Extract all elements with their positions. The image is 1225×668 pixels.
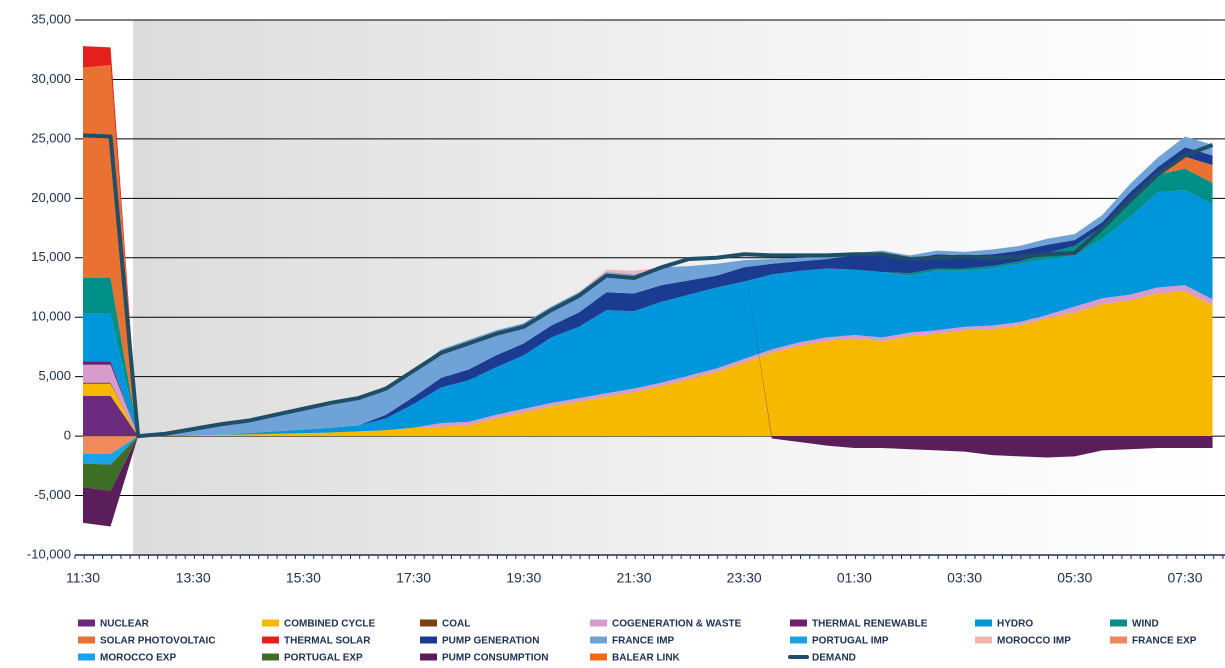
- legend-swatch: [975, 619, 992, 627]
- legend-swatch: [262, 653, 279, 661]
- legend-item: THERMAL RENEWABLE: [790, 619, 928, 630]
- legend-item: MOROCCO IMP: [975, 636, 1071, 647]
- y-tick-label: 15,000: [31, 249, 71, 264]
- legend-label: FRANCE IMP: [612, 636, 675, 647]
- legend-item: PUMP CONSUMPTION: [420, 653, 549, 664]
- legend-swatch: [1110, 636, 1127, 644]
- legend-item: PUMP GENERATION: [420, 636, 539, 647]
- area: [83, 190, 1213, 437]
- area: [83, 291, 1213, 437]
- y-tick-label: -10,000: [27, 546, 71, 561]
- x-tick-label: 23:30: [727, 570, 762, 586]
- y-tick-label: 0: [64, 428, 71, 443]
- y-tick-label: 5,000: [38, 368, 71, 383]
- y-tick-label: 25,000: [31, 130, 71, 145]
- legend-item: NUCLEAR: [78, 619, 150, 630]
- x-tick-label: 17:30: [396, 570, 431, 586]
- x-tick-label: 01:30: [837, 570, 872, 586]
- legend-item: MOROCCO EXP: [78, 653, 176, 664]
- legend-label: HYDRO: [997, 619, 1033, 630]
- legend-label: SOLAR PHOTOVOLTAIC: [100, 636, 216, 647]
- legend-label: PUMP CONSUMPTION: [442, 653, 549, 664]
- x-tick-label: 07:30: [1167, 570, 1202, 586]
- legend-label: THERMAL SOLAR: [284, 636, 371, 647]
- legend-item: PORTUGAL IMP: [790, 636, 889, 647]
- x-tick-label: 05:30: [1057, 570, 1092, 586]
- x-tick-label: 15:30: [286, 570, 321, 586]
- legend-item: FRANCE EXP: [1110, 636, 1197, 647]
- legend-label: COAL: [442, 619, 470, 630]
- legend-swatch: [590, 636, 607, 644]
- y-tick-label: 20,000: [31, 190, 71, 205]
- legend-item: COMBINED CYCLE: [262, 619, 375, 630]
- x-tick-label: 13:30: [176, 570, 211, 586]
- legend-swatch: [78, 619, 95, 627]
- legend-swatch: [590, 619, 607, 627]
- legend-label: MOROCCO IMP: [997, 636, 1071, 647]
- legend-label: WIND: [1132, 619, 1159, 630]
- legend-item: PORTUGAL EXP: [262, 653, 363, 664]
- legend-item: THERMAL SOLAR: [262, 636, 371, 647]
- legend-item: DEMAND: [788, 653, 856, 664]
- x-tick-label: 21:30: [616, 570, 651, 586]
- legend-label: COMBINED CYCLE: [284, 619, 375, 630]
- legend-item: FRANCE IMP: [590, 636, 675, 647]
- legend-label: MOROCCO EXP: [100, 653, 176, 664]
- y-tick-label: -5,000: [34, 487, 71, 502]
- legend-swatch: [975, 636, 992, 644]
- legend-label: PORTUGAL EXP: [284, 653, 363, 664]
- area: [83, 285, 1213, 437]
- legend-label: THERMAL RENEWABLE: [812, 619, 928, 630]
- legend-swatch: [420, 636, 437, 644]
- legend-swatch: [590, 653, 607, 661]
- legend-label: DEMAND: [812, 653, 856, 664]
- legend-item: HYDRO: [975, 619, 1033, 630]
- legend-label: PUMP GENERATION: [442, 636, 539, 647]
- legend-label: COGENERATION & WASTE: [612, 619, 742, 630]
- x-tick-label: 11:30: [66, 570, 100, 586]
- legend-swatch: [420, 619, 437, 627]
- legend-swatch: [78, 653, 95, 661]
- legend-label: BALEAR LINK: [612, 653, 681, 664]
- legend-item: WIND: [1110, 619, 1159, 630]
- y-tick-label: 10,000: [31, 309, 71, 324]
- legend-label: NUCLEAR: [100, 619, 150, 630]
- legend-swatch: [1110, 619, 1127, 627]
- legend-swatch: [420, 653, 437, 661]
- legend-swatch: [262, 636, 279, 644]
- legend-label: PORTUGAL IMP: [812, 636, 889, 647]
- legend-swatch: [790, 619, 807, 627]
- legend-swatch: [262, 619, 279, 627]
- y-tick-label: 30,000: [31, 71, 71, 86]
- legend-item: COAL: [420, 619, 470, 630]
- x-tick-label: 03:30: [947, 570, 982, 586]
- line: [82, 133, 1214, 439]
- x-tick-label: 19:30: [506, 570, 541, 586]
- legend-item: COGENERATION & WASTE: [590, 619, 742, 630]
- legend-item: SOLAR PHOTOVOLTAIC: [78, 636, 216, 647]
- y-tick-label: 35,000: [31, 11, 71, 26]
- legend-item: BALEAR LINK: [590, 653, 681, 664]
- legend-swatch: [78, 636, 95, 644]
- legend-swatch: [790, 636, 807, 644]
- legend-label: FRANCE EXP: [1132, 636, 1197, 647]
